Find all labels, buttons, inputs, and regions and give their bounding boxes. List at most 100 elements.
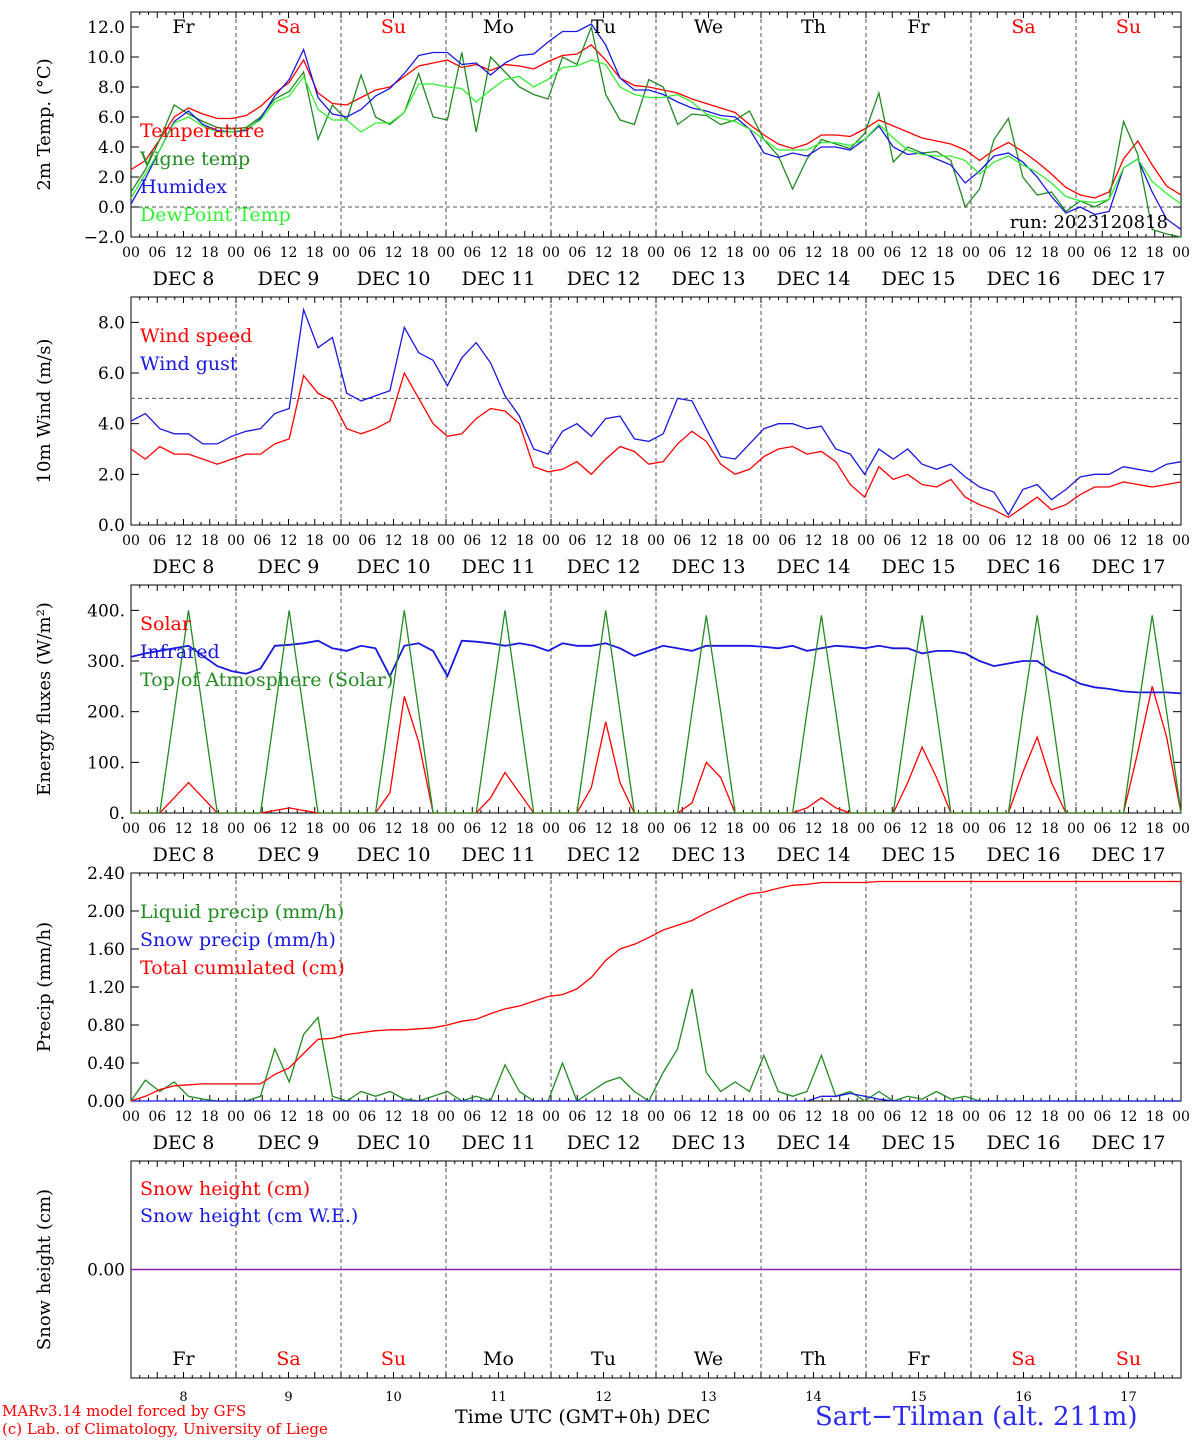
x-tick-label: 12 (595, 1109, 613, 1125)
panel-wind: 0.0 2.0 4.0 6.0 8.0 10m Wind (m/s) Wind speed W… (34, 296, 1190, 578)
weekday-label: Fr (907, 1348, 930, 1370)
x-tick-label: 12 (175, 821, 193, 837)
x-tick-label: 06 (358, 533, 376, 549)
x-tick-label: 00 (962, 245, 980, 261)
series-line-0 (130, 44, 1182, 199)
x-tick-label: 18 (201, 821, 219, 837)
x-tick-label: 00 (857, 533, 875, 549)
y-tick-label: 10.0 (87, 48, 125, 68)
y-tick-label: 100. (87, 753, 125, 773)
x-tick-label: 00 (1067, 821, 1085, 837)
date-label: DEC 14 (777, 1132, 851, 1154)
date-label: DEC 16 (987, 1132, 1061, 1154)
x-tick-label: 00 (227, 821, 245, 837)
x-tick-label: 12 (910, 533, 928, 549)
x-tick-label: 12 (490, 533, 508, 549)
day-number-label: 14 (805, 1390, 822, 1405)
x-tick-label: 06 (253, 245, 271, 261)
y-tick-label: 0. (109, 804, 125, 824)
x-tick-label: 18 (621, 533, 639, 549)
y-tick-label: 2.0 (98, 465, 125, 485)
day-number-label: 15 (910, 1390, 927, 1405)
x-tick-label: 18 (516, 533, 534, 549)
x-tick-label: 06 (673, 245, 691, 261)
date-label: DEC 15 (882, 844, 956, 866)
y-axis-label: Precip (mm/h) (34, 922, 55, 1052)
date-label: DEC 14 (777, 268, 851, 290)
y-tick-label: 6.0 (98, 364, 125, 384)
x-tick-label: 00 (122, 821, 140, 837)
date-label: DEC 10 (357, 844, 431, 866)
legend-label: Snow height (cm W.E.) (140, 1205, 358, 1227)
x-tick-label: 12 (490, 1109, 508, 1125)
x-tick-label: 06 (673, 1109, 691, 1125)
y-axis-label: Snow height (cm) (34, 1189, 55, 1350)
weekday-label: Mo (483, 1348, 514, 1370)
date-label: DEC 17 (1092, 1132, 1166, 1154)
panel-snow: 0.00 Snow height (cm) Snow height (cm) Snow… (34, 1160, 1182, 1405)
x-tick-label: 06 (673, 533, 691, 549)
legend-label: Snow height (cm) (140, 1178, 310, 1200)
date-label: DEC 15 (882, 268, 956, 290)
x-tick-label: 00 (227, 245, 245, 261)
y-tick-label: 12.0 (87, 18, 125, 38)
legend-label: Solar (140, 613, 192, 635)
x-tick-label: 12 (700, 821, 718, 837)
x-tick-label: 00 (752, 245, 770, 261)
x-tick-label: 18 (1041, 533, 1059, 549)
x-tick-label: 18 (621, 1109, 639, 1125)
weekday-label: Su (1116, 1348, 1141, 1370)
legend-label: Vigne temp (139, 148, 250, 170)
date-label: DEC 8 (153, 268, 215, 290)
x-tick-label: 06 (148, 821, 166, 837)
legend-label: Wind speed (140, 325, 252, 347)
x-tick-label: 06 (358, 245, 376, 261)
x-tick-label: 18 (306, 245, 324, 261)
x-axis-title: Time UTC (GMT+0h) DEC (455, 1406, 711, 1428)
x-tick-label: 18 (621, 245, 639, 261)
x-tick-label: 18 (936, 821, 954, 837)
x-tick-label: 00 (332, 821, 350, 837)
date-label: DEC 10 (357, 556, 431, 578)
x-tick-label: 12 (490, 245, 508, 261)
date-label: DEC 9 (258, 268, 320, 290)
y-tick-label: 6.0 (98, 108, 125, 128)
date-label: DEC 13 (672, 556, 746, 578)
weekday-label: Sa (1011, 1348, 1035, 1370)
x-tick-label: 06 (988, 1109, 1006, 1125)
x-tick-label: 00 (542, 533, 560, 549)
date-label: DEC 12 (567, 1132, 641, 1154)
x-tick-label: 06 (148, 245, 166, 261)
y-tick-label: 0.0 (98, 198, 125, 218)
x-tick-label: 06 (568, 245, 586, 261)
x-tick-label: 00 (857, 1109, 875, 1125)
x-tick-label: 00 (122, 245, 140, 261)
series-line-2 (131, 610, 1182, 814)
x-tick-label: 00 (1172, 245, 1190, 261)
x-tick-label: 00 (857, 245, 875, 261)
x-tick-label: 06 (358, 1109, 376, 1125)
x-tick-label: 00 (122, 1109, 140, 1125)
weekday-label: Tu (591, 16, 616, 38)
date-label: DEC 13 (672, 1132, 746, 1154)
x-tick-label: 12 (1015, 533, 1033, 549)
x-tick-label: 00 (332, 533, 350, 549)
x-tick-label: 18 (1146, 533, 1164, 549)
weekday-label: Th (801, 16, 826, 38)
day-number-label: 13 (700, 1390, 717, 1405)
y-tick-label: 2.0 (98, 168, 125, 188)
panel-temp: −2.0 0.0 2.0 4.0 6.0 8.0 10.0 12.0 2m Temp. (°C)… (34, 11, 1190, 290)
x-tick-label: 18 (936, 245, 954, 261)
x-tick-label: 06 (463, 1109, 481, 1125)
x-tick-label: 18 (726, 245, 744, 261)
x-tick-label: 12 (280, 1109, 298, 1125)
series-line-0 (130, 371, 1182, 519)
legend-label: Wind gust (140, 353, 238, 375)
x-tick-label: 18 (306, 533, 324, 549)
y-tick-label: 2.40 (87, 864, 125, 884)
x-tick-label: 18 (201, 1109, 219, 1125)
legend-label: Liquid precip (mm/h) (140, 901, 344, 923)
x-tick-label: 12 (1120, 245, 1138, 261)
x-tick-label: 06 (673, 821, 691, 837)
